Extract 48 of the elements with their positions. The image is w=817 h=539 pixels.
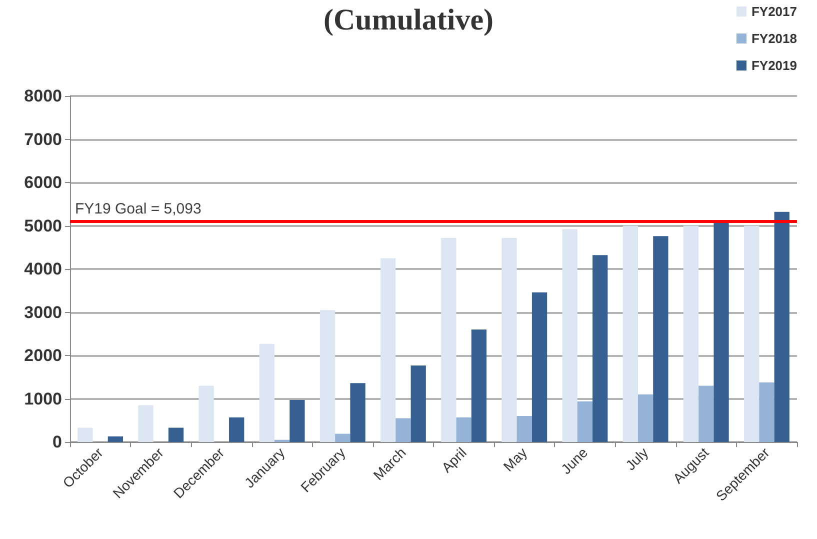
y-tick-label: 7000 xyxy=(24,130,62,149)
bar xyxy=(592,255,608,442)
bar xyxy=(108,436,124,442)
bar xyxy=(138,405,154,442)
bar xyxy=(441,238,456,442)
bar xyxy=(229,417,244,442)
y-tick-label: 1000 xyxy=(24,389,62,408)
bar xyxy=(168,428,184,442)
bar xyxy=(396,418,411,442)
bar xyxy=(471,330,487,442)
bar xyxy=(577,401,593,442)
bar xyxy=(335,434,350,442)
bar xyxy=(759,382,774,442)
bar xyxy=(622,226,638,442)
bar xyxy=(774,212,790,442)
bar xyxy=(744,226,760,442)
legend-label: FY2018 xyxy=(751,31,798,46)
ref-line-label: FY19 Goal = 5,093 xyxy=(75,200,202,218)
bar xyxy=(532,292,548,442)
bar xyxy=(502,238,517,442)
bar xyxy=(320,310,336,442)
bar xyxy=(198,386,214,442)
x-tick-label: May xyxy=(500,444,530,474)
bar xyxy=(714,221,729,442)
bar xyxy=(698,386,714,442)
y-tick-label: 0 xyxy=(52,432,62,452)
bar xyxy=(259,344,274,442)
y-tick-label: 5000 xyxy=(24,216,62,236)
bar xyxy=(456,417,472,442)
bar xyxy=(78,428,93,442)
legend-label: FY2019 xyxy=(751,58,798,73)
x-tick-label: July xyxy=(622,444,652,474)
bar xyxy=(683,226,699,442)
y-tick-label: 6000 xyxy=(24,173,62,192)
y-tick-label: 2000 xyxy=(24,346,62,365)
bar xyxy=(380,258,396,442)
bar xyxy=(350,383,366,442)
legend-label: FY2017 xyxy=(751,4,798,19)
bar xyxy=(516,416,532,442)
y-tick-label: 8000 xyxy=(24,86,62,106)
chart-title: (Cumulative) xyxy=(324,4,494,36)
bar xyxy=(638,394,654,442)
bar xyxy=(562,229,578,442)
y-tick-label: 3000 xyxy=(24,302,62,322)
y-tick-label: 4000 xyxy=(24,260,62,278)
bar xyxy=(410,365,426,442)
bar xyxy=(290,400,305,442)
bar xyxy=(653,236,668,442)
